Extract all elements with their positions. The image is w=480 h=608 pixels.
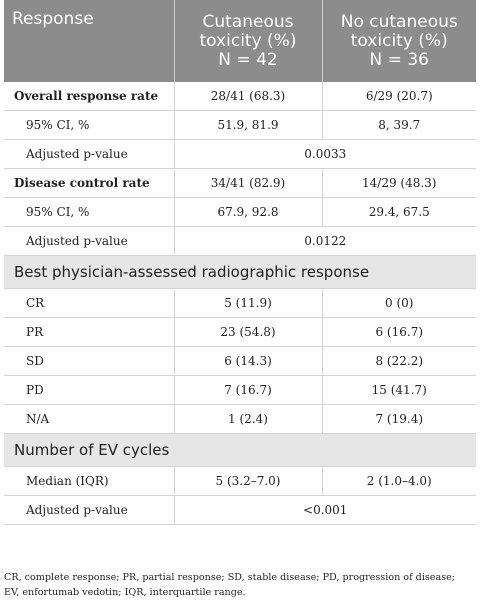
results-table: Response Cutaneous toxicity (%) N = 42 N… — [4, 0, 476, 525]
table-row: PD 7 (16.7) 15 (41.7) — [4, 375, 476, 405]
cell-value: 6 (16.7) — [322, 317, 476, 347]
cell-value: 6 (14.3) — [174, 346, 323, 376]
cell-value: 14/29 (48.3) — [322, 168, 476, 198]
row-label: SD — [4, 346, 175, 376]
cell-value: 23 (54.8) — [174, 317, 323, 347]
header-nocutaneous-line2: toxicity (%) — [350, 30, 448, 51]
cell-value: 1 (2.4) — [174, 404, 323, 434]
cell-value: 5 (3.2–7.0) — [174, 466, 323, 496]
cell-value: 0 (0) — [322, 288, 476, 318]
cell-pvalue: 0.0122 — [174, 226, 476, 256]
row-label: 95% CI, % — [4, 110, 175, 140]
table-row: 95% CI, % 67.9, 92.8 29.4, 67.5 — [4, 197, 476, 227]
table-row: Median (IQR) 5 (3.2–7.0) 2 (1.0–4.0) — [4, 466, 476, 496]
results-table-container: Response Cutaneous toxicity (%) N = 42 N… — [4, 0, 476, 525]
table-row: Adjusted p-value 0.0122 — [4, 226, 476, 256]
footnote-line: CR, complete response; PR, partial respo… — [4, 572, 456, 583]
row-label: Overall response rate — [4, 82, 175, 111]
row-label: PD — [4, 375, 175, 405]
cell-value: 29.4, 67.5 — [322, 197, 476, 227]
header-cutaneous-line1: Cutaneous — [202, 11, 294, 32]
cell-value: 8, 39.7 — [322, 110, 476, 140]
row-label: PR — [4, 317, 175, 347]
cell-value: 7 (19.4) — [322, 404, 476, 434]
table-header-row: Response Cutaneous toxicity (%) N = 42 N… — [4, 0, 476, 82]
table-footnote: CR, complete response; PR, partial respo… — [4, 570, 476, 600]
footnote-line: EV, enfortumab vedotin; IQR, interquarti… — [4, 587, 246, 598]
header-nocutaneous-line3: N = 36 — [369, 49, 429, 70]
section-header-row: Number of EV cycles — [4, 433, 476, 467]
table-row: N/A 1 (2.4) 7 (19.4) — [4, 404, 476, 434]
cell-value: 6/29 (20.7) — [322, 82, 476, 111]
row-label: Median (IQR) — [4, 466, 175, 496]
table-row: Adjusted p-value <0.001 — [4, 495, 476, 525]
row-label: N/A — [4, 404, 175, 434]
cell-value: 67.9, 92.8 — [174, 197, 323, 227]
cell-value: 7 (16.7) — [174, 375, 323, 405]
cell-value: 5 (11.9) — [174, 288, 323, 318]
header-cutaneous-line3: N = 42 — [218, 49, 278, 70]
row-label: Disease control rate — [4, 168, 175, 198]
cell-value: 2 (1.0–4.0) — [322, 466, 476, 496]
cell-value: 15 (41.7) — [322, 375, 476, 405]
cell-value: 34/41 (82.9) — [174, 168, 323, 198]
section-title: Number of EV cycles — [4, 433, 476, 467]
header-response: Response — [4, 0, 175, 82]
section-title: Best physician-assessed radiographic res… — [4, 255, 476, 289]
cell-value: 51.9, 81.9 — [174, 110, 323, 140]
table-row: SD 6 (14.3) 8 (22.2) — [4, 346, 476, 376]
header-no-cutaneous-toxicity: No cutaneous toxicity (%) N = 36 — [322, 0, 476, 82]
section-header-row: Best physician-assessed radiographic res… — [4, 255, 476, 289]
cell-value: 28/41 (68.3) — [174, 82, 323, 111]
header-nocutaneous-line1: No cutaneous — [340, 11, 458, 32]
header-cutaneous-line2: toxicity (%) — [199, 30, 297, 51]
header-cutaneous-toxicity: Cutaneous toxicity (%) N = 42 — [174, 0, 323, 82]
row-label: Adjusted p-value — [4, 139, 175, 169]
row-label: Adjusted p-value — [4, 495, 175, 525]
table-row: 95% CI, % 51.9, 81.9 8, 39.7 — [4, 110, 476, 140]
table-row: Adjusted p-value 0.0033 — [4, 139, 476, 169]
table-row: Disease control rate 34/41 (82.9) 14/29 … — [4, 168, 476, 198]
cell-pvalue: <0.001 — [174, 495, 476, 525]
cell-pvalue: 0.0033 — [174, 139, 476, 169]
cell-value: 8 (22.2) — [322, 346, 476, 376]
table-row: Overall response rate 28/41 (68.3) 6/29 … — [4, 82, 476, 111]
table-row: CR 5 (11.9) 0 (0) — [4, 288, 476, 318]
row-label: 95% CI, % — [4, 197, 175, 227]
row-label: CR — [4, 288, 175, 318]
table-row: PR 23 (54.8) 6 (16.7) — [4, 317, 476, 347]
row-label: Adjusted p-value — [4, 226, 175, 256]
